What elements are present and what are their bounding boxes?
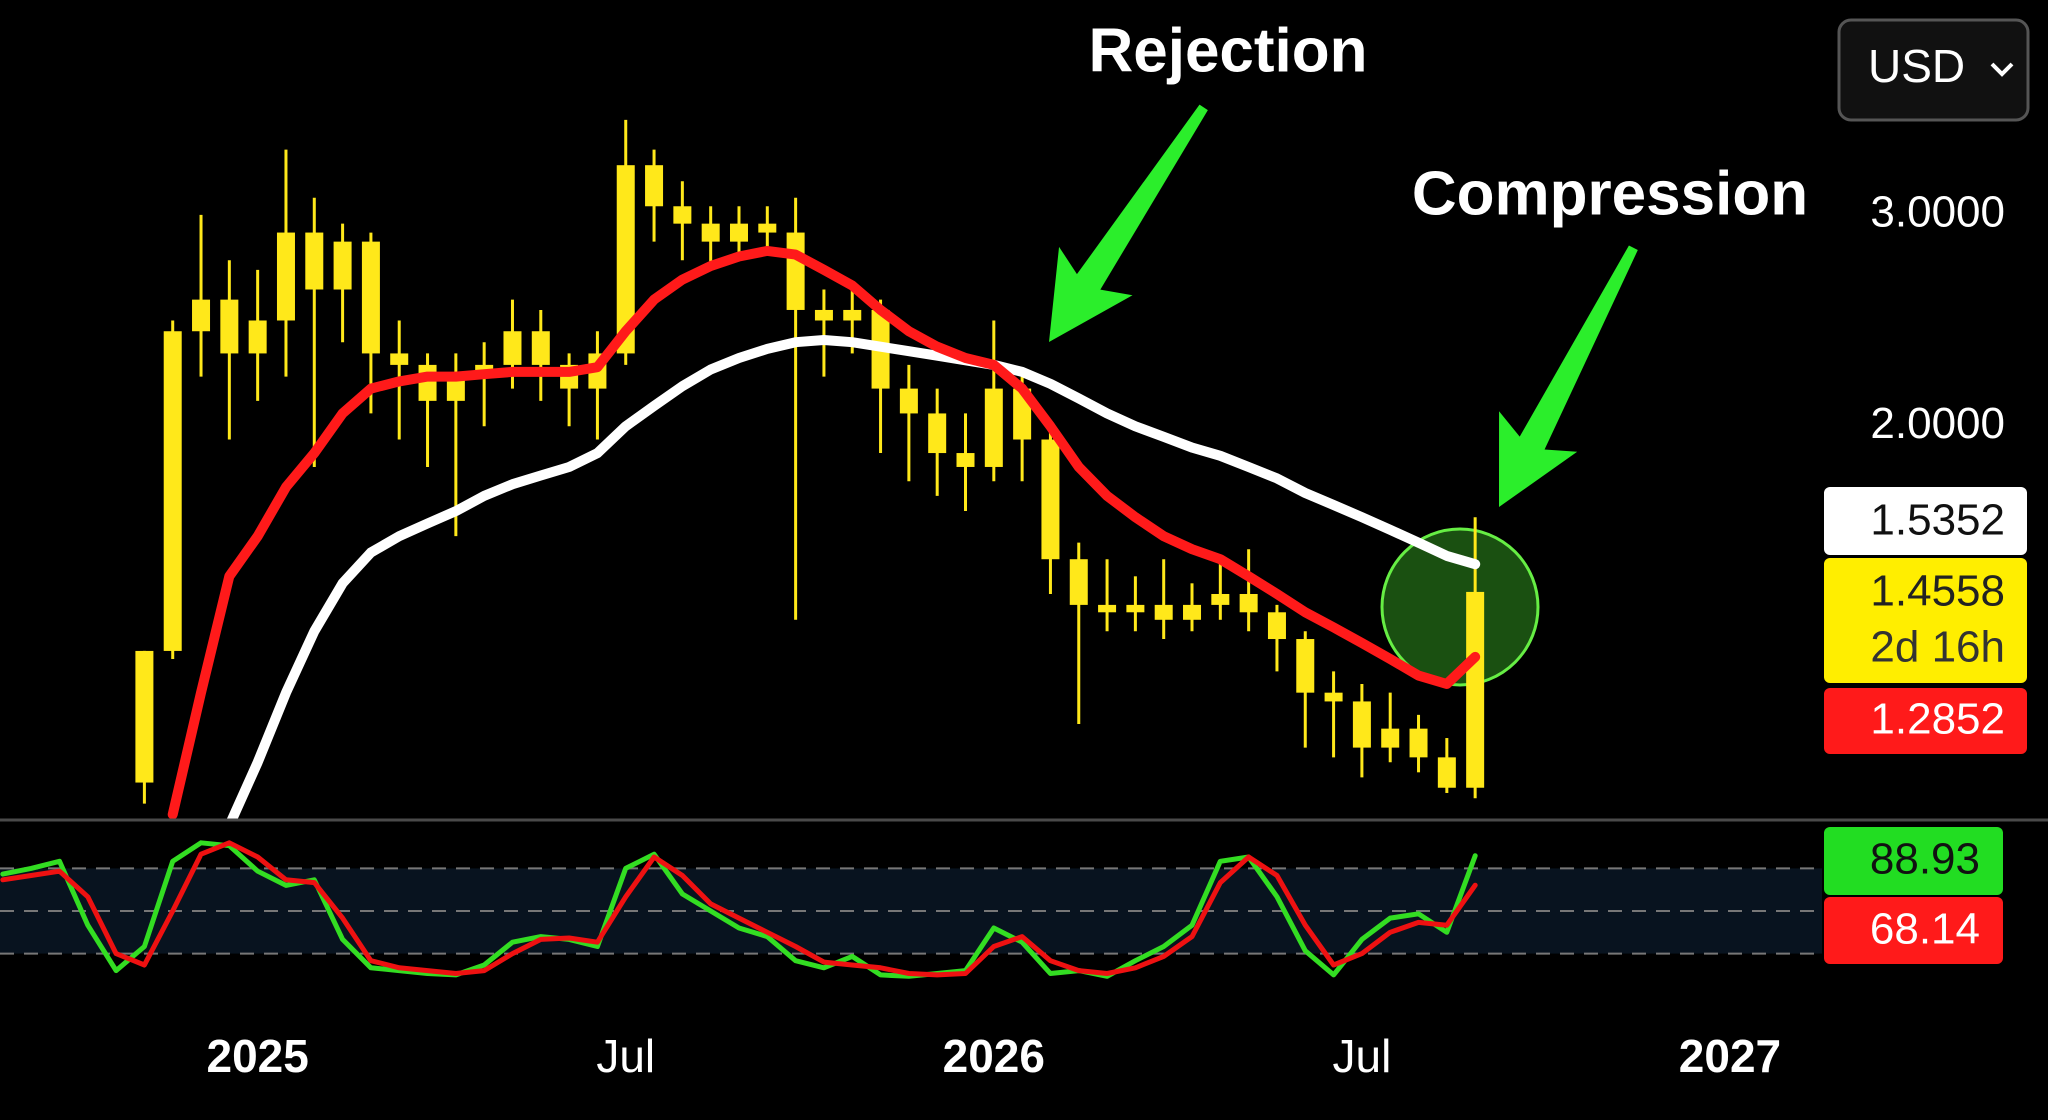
- currency-label[interactable]: USD: [1868, 40, 1965, 92]
- x-tick-label: Jul: [1332, 1030, 1391, 1082]
- candle-body: [1239, 593, 1258, 613]
- candle-body: [390, 353, 409, 365]
- candle-body: [1211, 593, 1230, 605]
- x-tick-label: Jul: [596, 1030, 655, 1082]
- candle-body: [673, 206, 692, 224]
- candle-body: [135, 650, 154, 783]
- osc-label-box: [1824, 897, 2003, 964]
- candle-body: [531, 331, 550, 365]
- oscillator-plot: [0, 840, 1822, 979]
- annotation: Rejection: [1088, 16, 1367, 85]
- candle-body: [729, 223, 748, 242]
- line: [0, 840, 1478, 979]
- line: [167, 245, 1481, 820]
- x-tick-label: 2026: [943, 1030, 1045, 1082]
- candle-body: [418, 364, 437, 401]
- osc-label: 88.93: [1870, 835, 1980, 884]
- candle-body: [333, 241, 352, 290]
- candle-body: [1324, 692, 1343, 702]
- axes: 3.0000 2.0000 2025 Jul 2026 Jul 2027: [206, 188, 2005, 1083]
- candle-body: [446, 376, 465, 401]
- candle-body: [163, 331, 182, 651]
- candle-body: [1183, 604, 1202, 620]
- candle-body: [786, 232, 805, 310]
- candle-body: [1154, 604, 1173, 620]
- candle-body: [1098, 604, 1117, 613]
- line: [0, 840, 1478, 978]
- price-label: 1.4558: [1870, 567, 2005, 616]
- candle-body: [1381, 728, 1400, 748]
- y-tick-label: 3.0000: [1870, 188, 2005, 237]
- price-plot: [135, 119, 1485, 820]
- y-tick-label: 2.0000: [1870, 399, 2005, 448]
- price-label: 1.5352: [1870, 496, 2005, 545]
- candle-body: [1466, 591, 1485, 788]
- rejection-arrow: [1049, 104, 1208, 342]
- candle-body: [192, 299, 211, 332]
- candle-body: [758, 223, 777, 233]
- candle-body: [248, 320, 267, 354]
- candle-body: [1267, 612, 1286, 640]
- candle-body: [1296, 639, 1315, 693]
- candle-body: [1409, 728, 1428, 758]
- x-tick-label: 2025: [206, 1030, 308, 1082]
- candle-body: [899, 388, 918, 414]
- price-label-box: [1824, 487, 2027, 555]
- compression-arrow: [1499, 245, 1638, 507]
- candle-body: [645, 165, 664, 207]
- annotation: Compression: [1412, 159, 1808, 228]
- candle-body: [1437, 757, 1456, 788]
- candle-body: [928, 413, 947, 454]
- price-label: 1.2852: [1870, 695, 2005, 744]
- candle-body: [984, 388, 1003, 467]
- highlight-circle: [1380, 527, 1540, 687]
- price-label-box: [1824, 558, 2027, 683]
- candle-body: [503, 331, 522, 365]
- osc-label: 68.14: [1870, 905, 1980, 954]
- line: [226, 335, 1481, 820]
- currency-box[interactable]: [1837, 18, 2030, 122]
- candle-body: [814, 309, 833, 321]
- x-tick-label: 2027: [1679, 1030, 1781, 1082]
- candle-body: [1041, 439, 1060, 560]
- candle-body: [1069, 559, 1088, 605]
- candle-body: [843, 309, 862, 321]
- chevron[interactable]: [1990, 62, 2014, 77]
- candle-body: [956, 453, 975, 467]
- candle-body: [305, 232, 324, 290]
- countdown-label: 2d 16h: [1870, 623, 2005, 672]
- osc-label-box: [1824, 827, 2003, 895]
- candle-body: [616, 165, 635, 354]
- candle-body: [1352, 701, 1371, 748]
- candle-body: [220, 299, 239, 354]
- currency-select[interactable]: USD: [1837, 18, 2030, 122]
- candle-body: [1126, 604, 1145, 613]
- candle-body: [361, 241, 380, 354]
- candle-body: [276, 232, 295, 321]
- price-label-box: [1824, 688, 2027, 754]
- candle-body: [701, 223, 720, 242]
